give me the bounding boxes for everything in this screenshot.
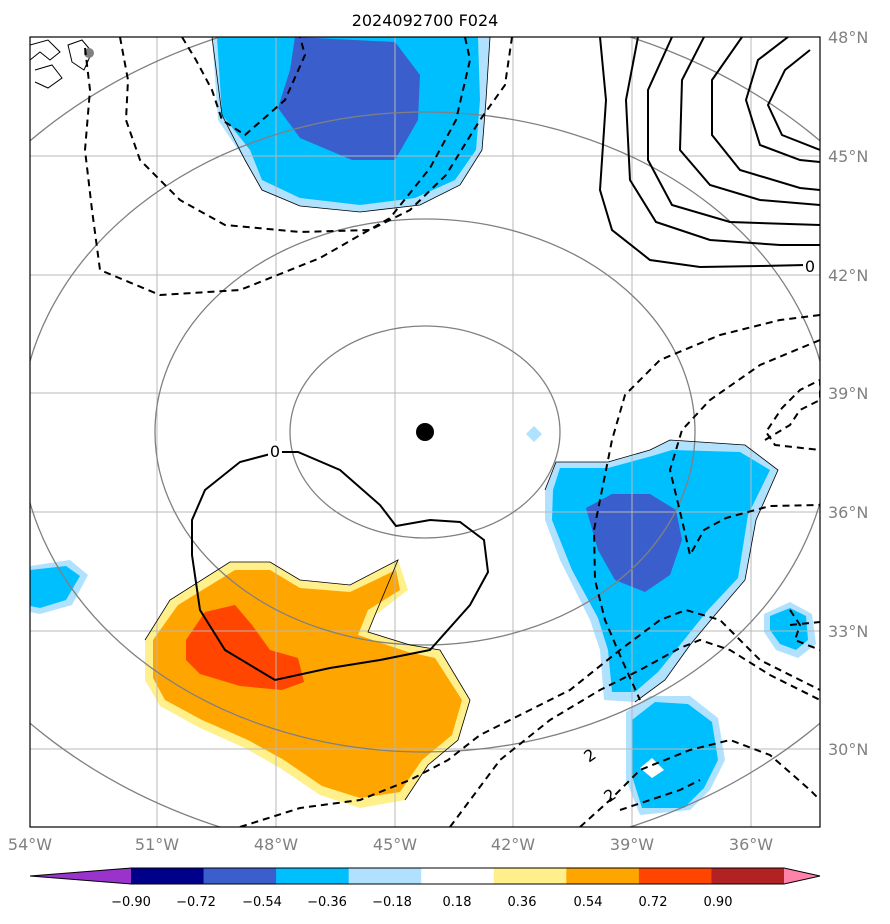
colorbar-box: [348, 868, 422, 884]
map-frame: [29, 36, 821, 828]
colorbar-box: [566, 868, 640, 884]
colorbar-tick-label: −0.72: [176, 895, 216, 910]
lat-label: 45°N: [828, 147, 868, 166]
colorbar-extend-low: [30, 868, 131, 884]
colorbar-box: [711, 868, 785, 884]
colorbar: −0.90 −0.72 −0.54 −0.36 −0.18 0.18 0.36 …: [29, 867, 821, 910]
lon-label: 48°W: [254, 835, 298, 854]
lon-label: 45°W: [373, 835, 417, 854]
dashed-contours: [83, 37, 820, 827]
colorbar-tick-label: −0.54: [242, 895, 282, 910]
lat-label: 48°N: [828, 28, 868, 47]
lon-label: 51°W: [135, 835, 179, 854]
lon-label: 42°W: [491, 835, 535, 854]
colorbar-tick-label: −0.36: [307, 895, 347, 910]
colorbar-tick-label: −0.18: [372, 895, 412, 910]
lon-label: 39°W: [610, 835, 654, 854]
latitude-labels: 48°N 45°N 42°N 39°N 36°N 33°N 30°N: [828, 28, 868, 759]
negative-anomaly-north: [212, 37, 490, 212]
positive-anomaly-southwest: [145, 560, 470, 808]
lat-label: 33°N: [828, 622, 868, 641]
lon-label: 54°W: [8, 835, 52, 854]
colorbar-tick-label: 0.72: [639, 895, 668, 910]
colorbar-tick-label: 0.18: [443, 895, 472, 910]
range-rings: [30, 37, 820, 827]
figure-title: 2024092700 F024: [352, 11, 499, 30]
lat-label: 39°N: [828, 384, 868, 403]
lon-label: 36°W: [729, 835, 773, 854]
colorbar-ticks: −0.90 −0.72 −0.54 −0.36 −0.18 0.18 0.36 …: [111, 895, 732, 910]
colorbar-boxes: [29, 867, 821, 885]
solid-contours: [191, 37, 820, 682]
colorbar-box: [203, 868, 277, 884]
contour-label: 0: [805, 257, 815, 276]
colorbar-tick-label: 0.36: [508, 895, 537, 910]
colorbar-extend-high: [784, 868, 820, 884]
map-panel: 0 0 2 2: [30, 37, 820, 827]
graticule: [30, 37, 820, 827]
contour-label: 0: [270, 442, 280, 461]
colorbar-tick-label: 0.54: [574, 895, 603, 910]
colorbar-box: [493, 868, 567, 884]
colorbar-box: [276, 868, 350, 884]
colorbar-tick-label: −0.90: [111, 895, 151, 910]
colorbar-box: [421, 868, 495, 884]
lat-label: 42°N: [828, 266, 868, 285]
lat-label: 36°N: [828, 503, 868, 522]
storm-center-marker: [416, 423, 434, 441]
colorbar-box: [638, 868, 712, 884]
colorbar-tick-label: 0.90: [704, 895, 733, 910]
colorbar-box: [131, 868, 205, 884]
colorbar-outline: [29, 867, 821, 885]
coastline: [30, 39, 93, 89]
lat-label: 30°N: [828, 740, 868, 759]
island-marker: [84, 48, 94, 58]
longitude-labels: 54°W 51°W 48°W 45°W 42°W 39°W 36°W: [8, 835, 773, 854]
